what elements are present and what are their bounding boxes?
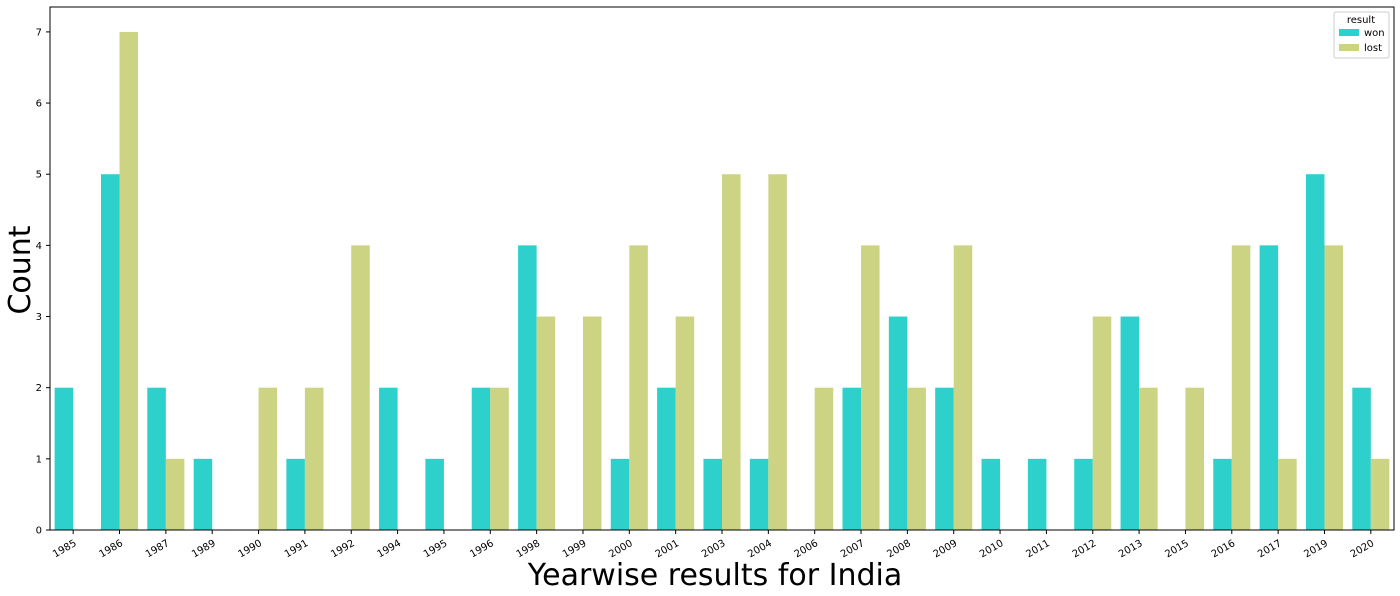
x-tick-label: 1991 bbox=[283, 538, 311, 560]
bar-lost-1990 bbox=[258, 387, 278, 530]
bar-lost-2012 bbox=[1092, 316, 1112, 530]
bar-won-2016 bbox=[1213, 458, 1232, 530]
legend-label-lost: lost bbox=[1364, 43, 1382, 54]
bar-lost-2004 bbox=[768, 174, 787, 530]
x-tick-label: 1999 bbox=[561, 538, 589, 560]
bar-won-1996 bbox=[471, 387, 491, 530]
bar-won-2001 bbox=[657, 387, 676, 530]
bar-won-1995 bbox=[425, 458, 444, 530]
y-tick-label: 1 bbox=[36, 454, 42, 465]
x-tick-label: 1996 bbox=[468, 538, 496, 560]
x-tick-label: 2019 bbox=[1302, 538, 1330, 560]
bar-lost-1996 bbox=[490, 387, 509, 530]
x-tick-label: 2004 bbox=[746, 538, 774, 560]
bar-won-2010 bbox=[981, 458, 1001, 530]
bar-lost-2003 bbox=[722, 174, 741, 530]
bar-won-2011 bbox=[1027, 458, 1047, 530]
x-tick-label: 1989 bbox=[190, 538, 218, 560]
bars-group bbox=[54, 31, 1390, 531]
y-tick-label: 6 bbox=[36, 99, 42, 110]
x-tick-label: 1995 bbox=[422, 538, 450, 560]
bar-won-2019 bbox=[1305, 174, 1325, 530]
bar-won-1986 bbox=[100, 174, 120, 530]
legend-title: result bbox=[1347, 15, 1375, 26]
x-tick-label: 2010 bbox=[978, 538, 1006, 560]
y-axis-label: Count bbox=[3, 225, 38, 314]
bar-lost-2006 bbox=[814, 387, 834, 530]
x-tick-label: 2011 bbox=[1024, 538, 1052, 560]
x-tick-label: 2007 bbox=[839, 538, 867, 560]
x-tick-label: 1985 bbox=[51, 538, 79, 560]
x-tick-label: 2013 bbox=[1117, 538, 1145, 560]
bar-lost-2001 bbox=[675, 316, 695, 530]
legend-swatch-won bbox=[1339, 29, 1359, 36]
bar-won-1987 bbox=[147, 387, 166, 530]
bar-lost-1999 bbox=[582, 316, 602, 530]
legend: result won lost bbox=[1333, 11, 1390, 59]
bar-lost-2015 bbox=[1185, 387, 1204, 530]
bar-won-2013 bbox=[1120, 316, 1140, 530]
x-axis-label: Yearwise results for India bbox=[527, 558, 902, 593]
y-tick-label: 4 bbox=[36, 241, 42, 252]
bar-lost-1992 bbox=[351, 245, 370, 530]
x-tick-label: 1990 bbox=[237, 538, 265, 560]
x-tick-label: 2009 bbox=[932, 538, 960, 560]
bar-won-1998 bbox=[518, 245, 537, 530]
bar-lost-1986 bbox=[119, 31, 139, 531]
bar-won-2008 bbox=[888, 316, 908, 530]
y-axis: 0 1 2 3 4 5 6 7 bbox=[36, 27, 50, 537]
y-tick-label: 7 bbox=[36, 27, 42, 38]
x-tick-label: 1987 bbox=[144, 538, 172, 560]
x-tick-label: 2001 bbox=[654, 538, 682, 560]
bar-lost-2007 bbox=[861, 245, 880, 530]
bar-lost-2016 bbox=[1231, 245, 1251, 530]
x-axis: 1985 1986 1987 1989 1990 1991 1992 1994 1995 1996… bbox=[51, 530, 1376, 560]
bar-won-1994 bbox=[379, 387, 398, 530]
bar-lost-1998 bbox=[536, 316, 556, 530]
bar-won-2012 bbox=[1074, 458, 1093, 530]
bar-lost-2000 bbox=[629, 245, 648, 530]
bar-lost-2017 bbox=[1278, 458, 1297, 530]
bar-lost-2019 bbox=[1324, 245, 1344, 530]
x-tick-label: 2006 bbox=[793, 538, 821, 560]
y-tick-label: 0 bbox=[36, 526, 42, 537]
x-tick-label: 2020 bbox=[1349, 538, 1377, 560]
bar-lost-1991 bbox=[304, 387, 324, 530]
y-tick-label: 2 bbox=[36, 383, 42, 394]
bar-won-2017 bbox=[1259, 245, 1279, 530]
x-tick-label: 1998 bbox=[515, 538, 543, 560]
bar-won-2020 bbox=[1352, 387, 1371, 530]
bar-won-1991 bbox=[286, 458, 305, 530]
y-tick-label: 5 bbox=[36, 170, 42, 181]
bar-won-2004 bbox=[749, 458, 769, 530]
x-tick-label: 1986 bbox=[97, 538, 125, 560]
legend-label-won: won bbox=[1364, 28, 1385, 39]
x-tick-label: 2016 bbox=[1210, 538, 1238, 560]
bar-won-2000 bbox=[610, 458, 630, 530]
x-tick-label: 2017 bbox=[1256, 538, 1284, 560]
x-tick-label: 1994 bbox=[376, 538, 404, 560]
bar-lost-2020 bbox=[1370, 458, 1390, 530]
bar-won-2007 bbox=[842, 387, 862, 530]
bar-won-2003 bbox=[703, 458, 722, 530]
bar-won-1989 bbox=[193, 458, 213, 530]
bar-lost-2009 bbox=[953, 245, 973, 530]
x-tick-label: 2008 bbox=[885, 538, 913, 560]
legend-swatch-lost bbox=[1339, 44, 1359, 51]
x-tick-label: 2000 bbox=[607, 538, 635, 560]
bar-won-1985 bbox=[54, 387, 74, 530]
bar-lost-1987 bbox=[165, 458, 185, 530]
x-tick-label: 2012 bbox=[1071, 538, 1099, 560]
x-tick-label: 2015 bbox=[1163, 538, 1191, 560]
x-tick-label: 2003 bbox=[700, 538, 728, 560]
bar-won-2009 bbox=[935, 387, 954, 530]
x-tick-label: 1992 bbox=[329, 538, 357, 560]
y-tick-label: 3 bbox=[36, 312, 42, 323]
bar-lost-2008 bbox=[907, 387, 926, 530]
bar-lost-2013 bbox=[1139, 387, 1158, 530]
